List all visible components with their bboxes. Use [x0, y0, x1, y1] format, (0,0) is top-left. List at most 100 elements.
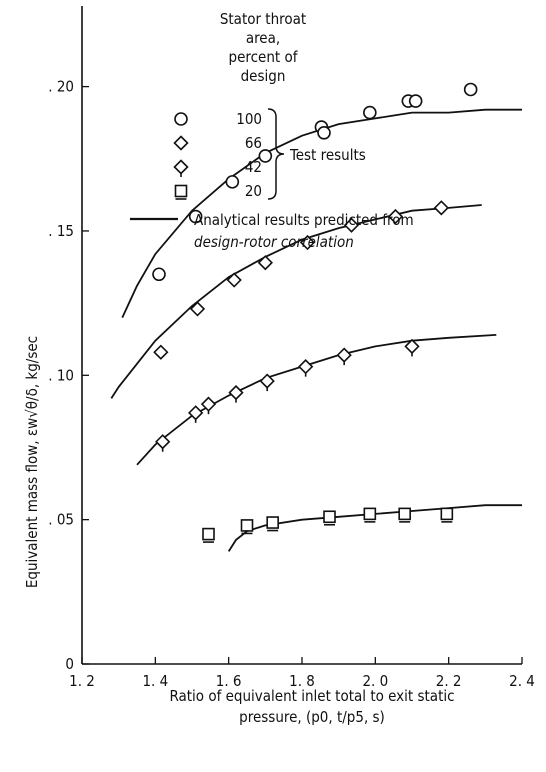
diamond-flag-marker [173, 159, 189, 175]
diamond-marker [343, 217, 360, 233]
circle-marker [152, 267, 166, 282]
x-tick-label: 2. 4 [509, 672, 535, 690]
square-flag-marker [174, 184, 188, 198]
data-point-66 [226, 272, 242, 288]
data-point-42 [188, 405, 204, 423]
diamond-marker [299, 234, 316, 251]
square-flag-marker [202, 527, 215, 541]
data-point-66 [257, 255, 273, 271]
data-point-42 [155, 434, 171, 452]
y-tick-label: 0 [65, 655, 74, 673]
x-tick-label: 1. 6 [216, 672, 242, 690]
square-flag-marker [240, 519, 254, 532]
data-point-66 [387, 208, 404, 225]
axes: 1. 2 1. 4 1. 6 1. 8 2. 0 2. 2 2. 4 0 . 05 . 10 . 1… [23, 6, 535, 726]
legend-bracket [267, 108, 285, 200]
diamond-marker [226, 272, 242, 288]
data-point-66 [153, 344, 169, 360]
x-axis-title-line1: Ratio of equivalent inlet total to exit … [169, 687, 454, 705]
data-point-100 [258, 149, 273, 163]
legend-marker-20 [174, 184, 188, 200]
legend-bracket-label: Test results [289, 146, 366, 164]
diamond-marker [387, 208, 404, 225]
diamond-marker [153, 344, 169, 360]
data-point-20 [323, 510, 336, 526]
y-tick-label: . 05 [48, 511, 74, 529]
data-point-20 [398, 507, 411, 523]
data-point-42 [259, 373, 275, 392]
legend-label: 20 [245, 182, 262, 200]
diamond-flag-marker [155, 434, 171, 450]
data-point-66 [189, 301, 206, 317]
square-flag-marker [266, 516, 279, 529]
x-tick-label: 1. 4 [142, 672, 168, 690]
legend-label: 100 [236, 110, 262, 128]
diamond-marker [433, 200, 449, 216]
data-point-42 [228, 384, 244, 403]
square-flag-marker [363, 507, 377, 521]
legend-label: 66 [245, 134, 262, 152]
legend-title-line: Stator throat [220, 10, 306, 28]
data-point-100 [225, 175, 240, 189]
square-flag-marker [398, 507, 411, 521]
circle-marker [363, 105, 377, 120]
data-point-66 [433, 200, 449, 216]
y-tick-label: . 20 [48, 78, 74, 96]
legend-line-label-1: Analytical results predicted from [194, 211, 414, 229]
y-axis-title: Equivalent mass flow, εw√θ/δ, kg/sec [23, 336, 41, 588]
legend-title-line: design [241, 67, 286, 85]
y-tick-label: . 10 [48, 366, 74, 384]
diamond-marker [189, 301, 206, 317]
data-point-100 [363, 105, 377, 120]
legend-marker-100 [174, 112, 188, 126]
diamond-marker [257, 255, 273, 271]
circle-marker [225, 175, 240, 189]
circle-marker [174, 112, 188, 126]
circle-marker [188, 209, 203, 224]
data-point-100 [463, 82, 478, 97]
data-point-100 [408, 94, 423, 108]
diamond-flag-marker [336, 347, 352, 363]
x-tick-label: 2. 2 [436, 672, 462, 690]
diamond-flag-marker [298, 359, 314, 375]
analytical-curve-100 [121, 108, 522, 318]
data-points [152, 82, 478, 543]
y-tick-label: . 15 [48, 222, 74, 240]
circle-marker [317, 126, 331, 140]
analytical-curves [110, 108, 522, 552]
analytical-curve-42 [136, 334, 497, 466]
data-point-20 [240, 519, 254, 535]
legend-marker-42 [173, 159, 189, 177]
data-point-20 [440, 507, 454, 523]
data-point-42 [200, 396, 217, 415]
diamond-flag-marker [228, 384, 244, 401]
data-point-20 [202, 527, 215, 543]
circle-marker [258, 149, 273, 163]
data-point-20 [266, 516, 279, 532]
square-flag-marker [440, 507, 454, 521]
data-point-42 [404, 338, 420, 357]
legend-title-line: percent of [229, 48, 299, 66]
data-point-100 [188, 209, 203, 224]
data-point-100 [317, 126, 331, 140]
diamond-marker [173, 135, 189, 151]
square-flag-marker [323, 510, 336, 524]
legend-label: 42 [245, 158, 262, 176]
x-tick-label: 1. 8 [289, 672, 315, 690]
x-axis-title-line2: pressure, (p0, t/p5, s) [239, 708, 385, 726]
legend-line-label-2: design-rotor correlation [194, 233, 354, 251]
legend-title-line: area, [246, 29, 280, 47]
x-tick-label: 1. 2 [69, 672, 95, 690]
circle-marker [408, 94, 423, 108]
circle-marker [463, 82, 478, 97]
data-point-66 [343, 217, 360, 233]
legend-marker-66 [173, 135, 189, 151]
data-point-42 [336, 347, 352, 366]
data-point-42 [298, 359, 314, 377]
data-point-100 [152, 267, 166, 282]
data-point-20 [363, 507, 377, 523]
data-point-66 [299, 234, 316, 251]
x-tick-label: 2. 0 [362, 672, 388, 690]
